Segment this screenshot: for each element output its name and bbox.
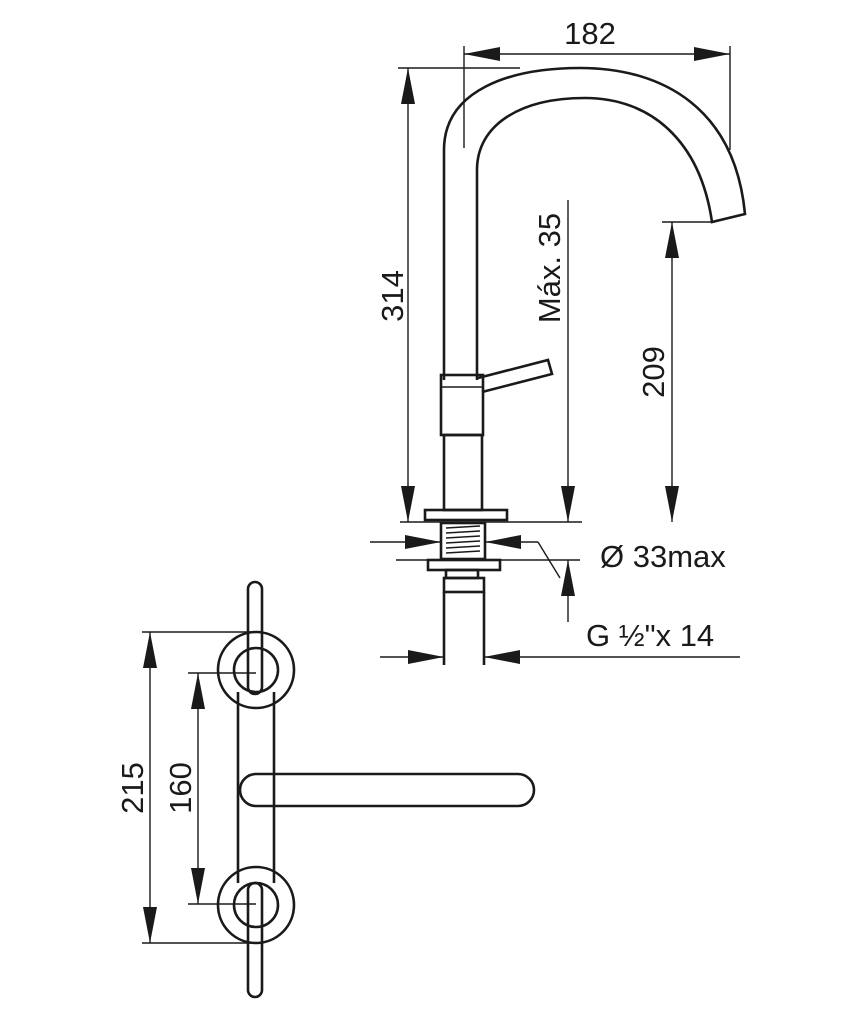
faucet-base-column: [442, 433, 484, 512]
dim-text-max-35: Máx. 35: [532, 213, 567, 323]
dim-text-160: 160: [163, 762, 198, 814]
dim-text-diameter-33: Ø 33max: [600, 539, 726, 574]
dimension-182: 182: [463, 16, 731, 150]
dim-text-215: 215: [115, 762, 150, 814]
handle-stem-top: [246, 580, 264, 696]
base-flange: [423, 508, 509, 522]
dim-text-314: 314: [375, 270, 410, 322]
fixing-nut: [426, 558, 502, 572]
spout-top-view: [238, 772, 536, 808]
faucet-body: [439, 373, 485, 437]
dim-text-209: 209: [636, 346, 671, 398]
dimension-160: 160: [163, 672, 256, 905]
handle-stem-bottom: [246, 881, 264, 999]
escutcheon-top: [216, 630, 296, 710]
dim-text-thread: G ½"x 14: [586, 618, 714, 653]
dimension-314: 314: [375, 67, 520, 522]
escutcheon-bottom: [216, 865, 296, 945]
dimension-215: 215: [115, 631, 256, 944]
faucet-side-view: [400, 66, 747, 665]
lever-handle: [477, 358, 554, 394]
dimension-diameter-33: Ø 33max: [370, 535, 726, 579]
spout-outer-contour: [442, 66, 747, 380]
dim-text-182: 182: [564, 16, 616, 51]
faucet-top-view: [216, 580, 536, 999]
dimension-thread: G ½"x 14: [380, 618, 740, 664]
connection-thread: [442, 576, 486, 594]
dimension-209: 209: [636, 221, 714, 522]
dimension-max-35: Máx. 35: [532, 200, 575, 622]
